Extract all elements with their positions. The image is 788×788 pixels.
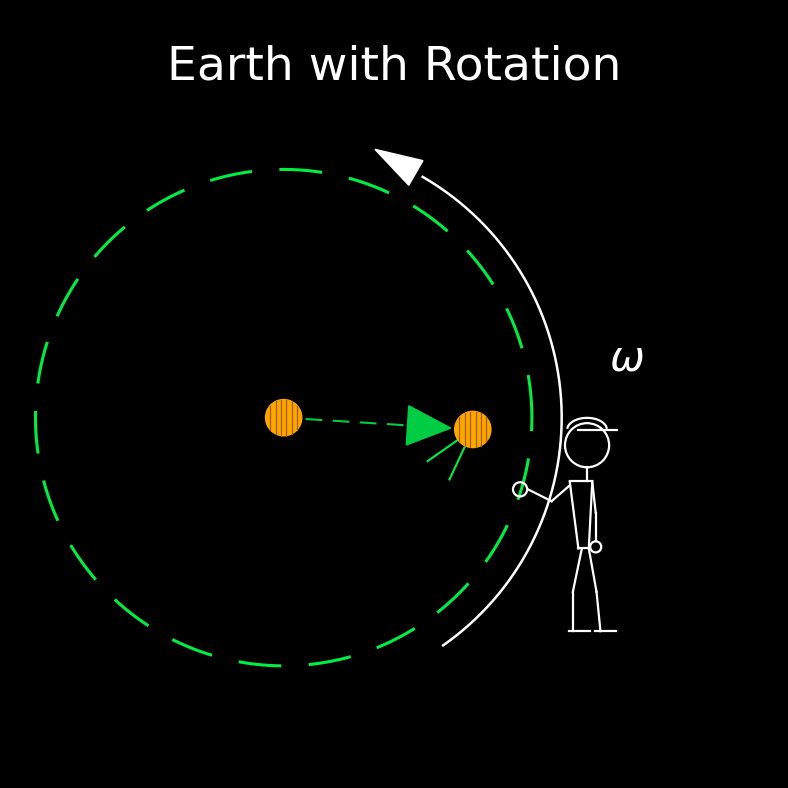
Text: Earth with Rotation: Earth with Rotation: [167, 44, 621, 90]
Polygon shape: [375, 149, 423, 185]
Circle shape: [266, 400, 302, 436]
Circle shape: [455, 411, 491, 448]
Polygon shape: [407, 406, 451, 445]
Text: $\omega$: $\omega$: [609, 337, 644, 380]
